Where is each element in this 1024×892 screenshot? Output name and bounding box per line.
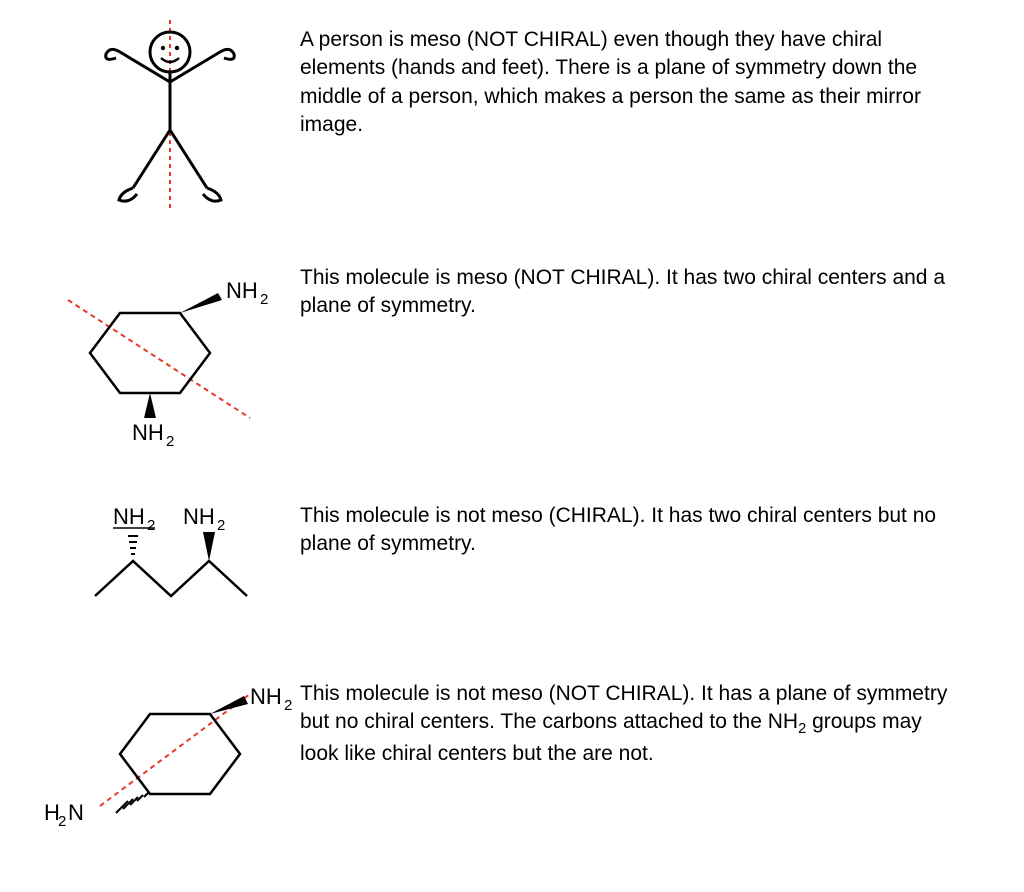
figure-cyclohexane-meso: NH 2 NH 2 <box>40 258 300 448</box>
row-person: A person is meso (NOT CHIRAL) even thoug… <box>40 20 984 210</box>
h2n-n-bl: N <box>68 800 84 825</box>
desc-cyclohexane-meso: This molecule is meso (NOT CHIRAL). It h… <box>300 258 984 321</box>
nh2-sub-left: 2 <box>147 517 155 534</box>
nh2-label-right: NH <box>183 504 215 529</box>
nh2-label-tr: NH <box>250 684 282 709</box>
cyclohexane-meso-svg: NH 2 NH 2 <box>50 258 290 448</box>
stick-figure-svg <box>65 20 275 210</box>
h2n-sub-bl: 2 <box>58 813 66 830</box>
nh2-label-bottom: NH <box>132 420 164 445</box>
nh2-sub-tr: 2 <box>284 697 292 714</box>
chain-chiral-svg: NH 2 NH 2 <box>55 496 285 626</box>
nh2-sub-right: 2 <box>217 517 225 534</box>
desc-person: A person is meso (NOT CHIRAL) even thoug… <box>300 20 984 139</box>
row-cyclohexane-meso: NH 2 NH 2 This molecule is meso (NOT CHI… <box>40 258 984 448</box>
nh2-label-top: NH <box>226 278 258 303</box>
row-chain-chiral: NH 2 NH 2 This molecule is <box>40 496 984 626</box>
nh2-sub-top: 2 <box>260 291 268 308</box>
figure-chain-chiral: NH 2 NH 2 <box>40 496 300 626</box>
nh2-label-left: NH <box>113 504 145 529</box>
figure-cyclohexane-notchiral: NH 2 H 2 N <box>40 674 300 834</box>
desc-cyclohexane-notchiral: This molecule is not meso (NOT CHIRAL). … <box>300 674 984 769</box>
row-cyclohexane-notchiral: NH 2 H 2 N This molecule is not meso (NO… <box>40 674 984 834</box>
nh2-sub-bottom: 2 <box>166 433 174 448</box>
desc-chain-chiral: This molecule is not meso (CHIRAL). It h… <box>300 496 984 559</box>
figure-person <box>40 20 300 210</box>
cyclohexane-notchiral-svg: NH 2 H 2 N <box>40 674 300 834</box>
page: A person is meso (NOT CHIRAL) even thoug… <box>0 0 1024 854</box>
